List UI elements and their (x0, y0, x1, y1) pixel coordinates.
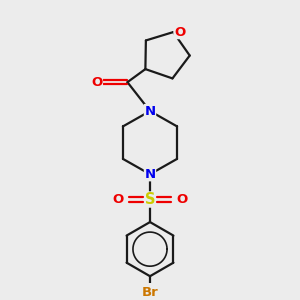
Text: O: O (112, 193, 123, 206)
Text: O: O (177, 193, 188, 206)
Text: O: O (91, 76, 102, 89)
Text: Br: Br (142, 286, 158, 299)
Text: N: N (144, 105, 156, 118)
Text: S: S (145, 192, 155, 207)
Text: O: O (174, 26, 185, 39)
Text: N: N (144, 168, 156, 181)
